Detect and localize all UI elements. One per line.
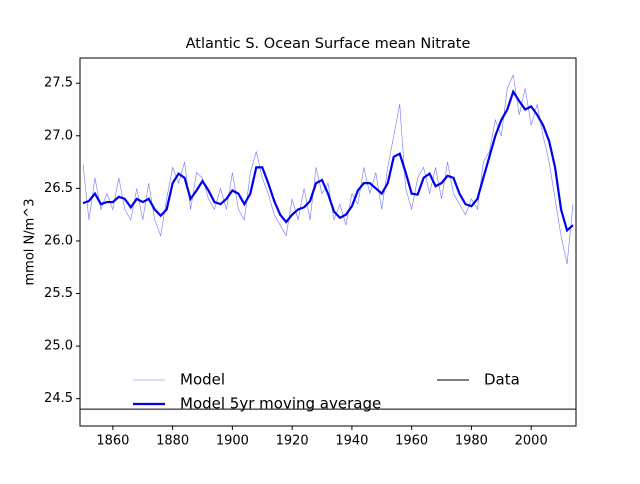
legend-label: Model [180,371,225,389]
x-tick-label: 1940 [335,434,368,449]
x-tick-label: 1860 [96,434,129,449]
legend-label: Model 5yr moving average [180,395,381,413]
legend-label: Data [484,371,520,389]
plot-frame [79,57,577,427]
x-tick-label: 1980 [455,434,488,449]
y-tick-label: 26.5 [44,181,73,196]
y-tick-label: 25.5 [44,286,73,301]
series-line [82,89,574,233]
series-line [82,73,574,265]
x-tick-label: 1920 [276,434,309,449]
x-tick-label: 1880 [156,434,189,449]
y-axis-label: mmol N/m^3 [23,199,38,286]
x-tick-label: 2000 [515,434,548,449]
x-tick-label: 1960 [395,434,428,449]
y-tick-label: 25.0 [44,339,73,354]
chart-title: Atlantic S. Ocean Surface mean Nitrate [186,36,471,52]
y-tick-label: 24.5 [44,391,73,406]
x-tick-label: 1900 [216,434,249,449]
y-tick-label: 27.5 [44,76,73,91]
y-tick-label: 27.0 [44,128,73,143]
y-tick-label: 26.0 [44,233,73,248]
